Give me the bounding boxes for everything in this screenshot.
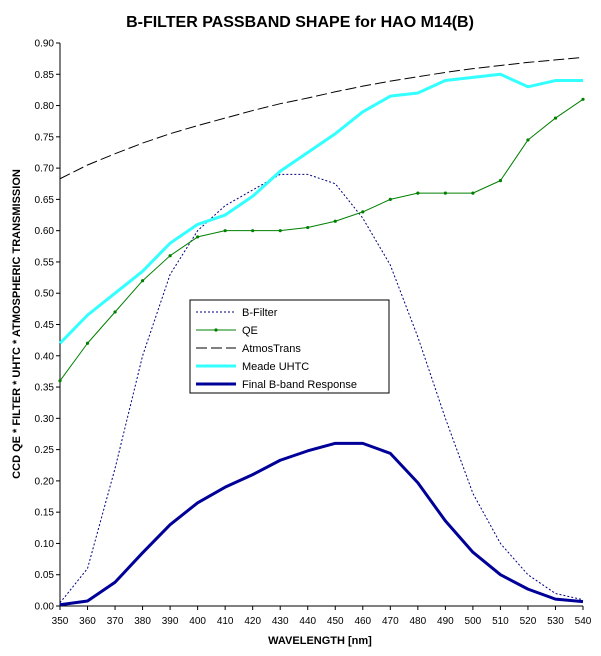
- series-point: [140, 279, 145, 283]
- series-point: [388, 197, 392, 201]
- y-tick-label: 0.70: [35, 164, 55, 175]
- y-axis-title: CCD QE * FILTER * UHTC * ATMOSPHERIC TRA…: [11, 169, 23, 479]
- x-tick-label: 350: [52, 616, 69, 627]
- series-point: [498, 179, 503, 183]
- x-tick-label: 510: [492, 616, 509, 627]
- y-tick-label: 0.35: [35, 383, 55, 394]
- y-tick-label: 0.90: [35, 39, 55, 50]
- legend-label: QE: [242, 325, 258, 337]
- y-tick-label: 0.50: [35, 289, 55, 300]
- x-tick-label: 430: [272, 616, 289, 627]
- y-tick-label: 0.75: [35, 132, 55, 143]
- legend-box: [189, 299, 390, 394]
- x-tick-label: 390: [162, 616, 179, 627]
- y-tick-label: 0.15: [35, 508, 55, 519]
- legend-label: Meade UHTC: [242, 361, 309, 373]
- series-point: [251, 229, 255, 233]
- y-tick-label: 0.65: [35, 195, 55, 206]
- series-point: [333, 219, 337, 223]
- series-point: [553, 116, 558, 120]
- series-line-1: [59, 98, 584, 382]
- x-tick-label: 540: [575, 616, 592, 627]
- x-tick-label: 520: [520, 616, 537, 627]
- chart-title: B-FILTER PASSBAND SHAPE for HAO M14(B): [126, 14, 474, 31]
- x-tick-label: 470: [382, 616, 399, 627]
- y-tick-label: 0.80: [35, 101, 55, 112]
- series-point: [416, 191, 420, 195]
- y-tick-label: 0.20: [35, 476, 55, 487]
- x-tick-label: 500: [465, 616, 482, 627]
- legend-label: B-Filter: [242, 307, 278, 319]
- x-axis-title: WAVELENGTH [nm]: [268, 635, 372, 647]
- x-tick-label: 440: [299, 616, 316, 627]
- legend-label: Final B-band Response: [242, 379, 357, 391]
- x-tick-label: 410: [217, 616, 234, 627]
- x-tick-label: 420: [244, 616, 261, 627]
- series-line-3: [58, 72, 583, 345]
- x-tick-label: 530: [547, 616, 564, 627]
- series-point: [526, 138, 530, 142]
- y-tick-label: 0.00: [35, 602, 55, 613]
- y-tick-label: 0.45: [35, 320, 55, 331]
- y-tick-label: 0.55: [35, 257, 55, 268]
- series-point: [196, 235, 200, 239]
- series-layer: [58, 56, 585, 607]
- series-point: [361, 210, 365, 214]
- y-tick-label: 0.30: [35, 414, 55, 425]
- x-tick-label: 400: [189, 616, 206, 627]
- x-axis-ticks: 350 360 370 380 390 400 410 420 430 440 450 460 470 4…: [52, 606, 592, 627]
- y-tick-label: 0.25: [35, 445, 55, 456]
- x-tick-label: 460: [354, 616, 371, 627]
- series-point: [58, 379, 62, 383]
- y-tick-label: 0.40: [35, 351, 55, 362]
- series-point: [306, 225, 310, 230]
- y-tick-label: 0.10: [35, 539, 55, 550]
- x-tick-label: 450: [327, 616, 344, 627]
- legend-swatch-marker: [214, 328, 218, 332]
- y-axis-ticks: 0.00 0.05 0.10 0.15 0.20 0.25 0.30 0.35 0.40 0.45…: [35, 39, 60, 613]
- series-point: [223, 229, 227, 233]
- legend: B-Filter QE AtmosTrans Meade UHTC Final B-ba…: [189, 299, 390, 394]
- y-tick-label: 0.60: [35, 226, 55, 237]
- x-tick-label: 370: [107, 616, 124, 627]
- series-point: [443, 191, 447, 195]
- series-point: [85, 341, 90, 345]
- x-tick-label: 380: [134, 616, 151, 627]
- y-tick-label: 0.05: [35, 570, 55, 581]
- x-tick-label: 360: [79, 616, 96, 627]
- series-line-2: [59, 56, 584, 180]
- legend-label: AtmosTrans: [242, 343, 301, 355]
- x-tick-label: 490: [437, 616, 454, 627]
- series-line-4: [59, 441, 584, 607]
- series-point: [168, 254, 172, 258]
- x-tick-label: 480: [409, 616, 426, 627]
- series-point: [113, 310, 117, 314]
- y-tick-label: 0.85: [35, 70, 55, 81]
- series-point: [581, 97, 585, 101]
- series-point: [278, 229, 282, 233]
- series-point: [471, 191, 475, 195]
